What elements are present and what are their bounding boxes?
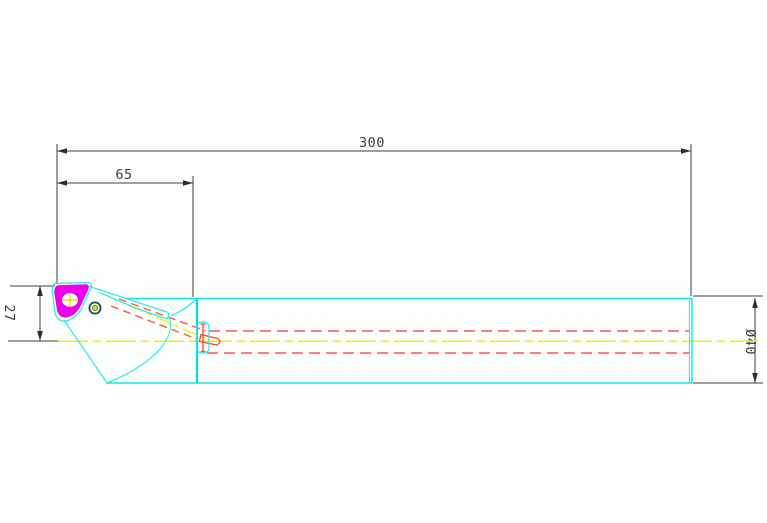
cutting-insert-assembly [54,284,102,318]
head-relief-arc [170,298,197,317]
arrow-up-icon [752,298,758,308]
boring-bar-head [51,281,197,384]
hidden-bore-lines [110,298,690,354]
dimension-head-length: 65 [57,167,194,297]
bore-end-mark [200,323,206,353]
channel-intersection [198,333,221,346]
dimension-shank-diameter: Ø40 [693,295,763,384]
boring-bar-shank [106,297,693,384]
head-underside-arc [106,316,171,384]
insert-hole-cross-icon [63,293,77,307]
dimension-head-height: 27 [1,285,62,342]
arrow-left-icon [57,180,67,186]
dim-text-head-height: 27 [1,304,17,321]
arrow-left-icon [57,148,67,154]
inclined-channel-lower [110,305,199,341]
arrow-up-icon [37,286,43,296]
bore-entry-slot [195,321,210,354]
nose-tip-radius [165,311,170,320]
dim-text-head-length: 65 [115,167,132,183]
arrow-down-icon [37,331,43,341]
head-front-slant [63,319,108,384]
nose-upper-edge [87,285,168,313]
arrow-down-icon [752,373,758,383]
dim-text-overall-length: 300 [359,135,385,151]
dimension-overall-length: 300 [56,135,692,296]
arrow-right-icon [183,180,193,186]
dim-text-shank-diameter: Ø40 [742,329,758,355]
insert-pocket-outline [51,281,92,323]
arrow-right-icon [681,148,691,154]
clamp-screw-center [92,304,99,311]
nose-lower-edge [98,291,167,320]
inclined-channel-upper [118,298,207,332]
